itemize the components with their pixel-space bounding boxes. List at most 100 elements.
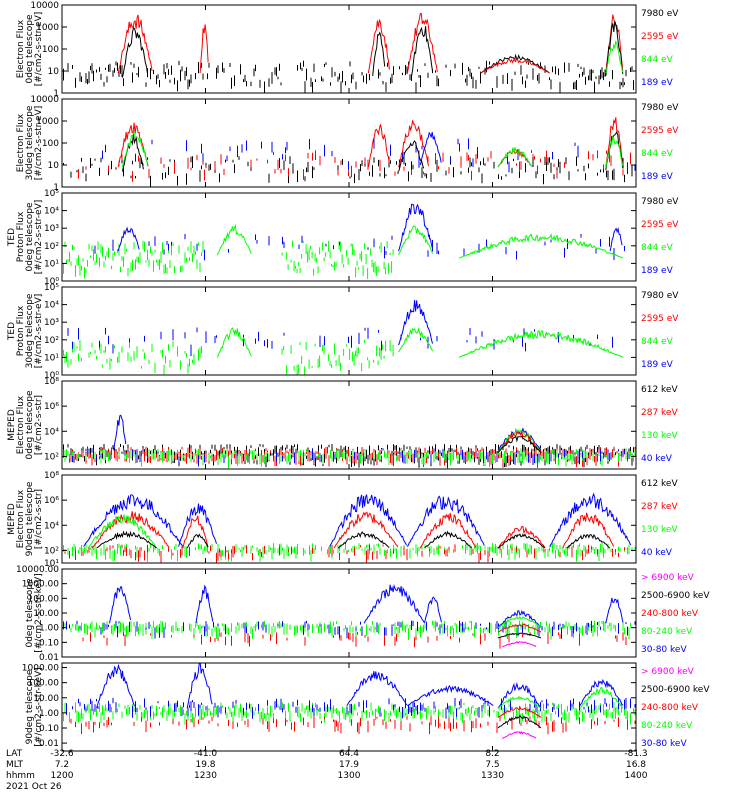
y-tick-label: 10² (44, 546, 59, 556)
legend-entry: 612 keV (641, 479, 678, 489)
y-tick-label: 0.01 (39, 653, 59, 663)
time-axis-tick-label: -41.0 (194, 749, 218, 759)
series-burst-red (497, 525, 546, 549)
series-burst-blue (407, 684, 494, 707)
series-burst-red (480, 57, 550, 74)
plot-area-p6 (62, 492, 636, 563)
series-noise-blue (62, 137, 636, 174)
series-burst-blue (346, 671, 408, 707)
time-axis-tick-label: 1300 (338, 771, 361, 781)
time-axis-tick-label: -81.3 (624, 749, 647, 759)
series-burst-red (182, 515, 209, 549)
y-axis-label: 0deg telescope (25, 14, 35, 84)
legend-entry: > 6900 keV (641, 573, 695, 583)
series-burst-green (497, 695, 542, 709)
series-burst-green (579, 686, 624, 709)
y-tick-label: 10⁵ (44, 283, 59, 293)
legend-entry: 240-800 keV (641, 609, 699, 619)
y-axis-label: TED (7, 228, 17, 247)
y-axis-label: [#/cm2-s-str-eV] (34, 294, 44, 369)
legend-entry: 30-80 keV (641, 739, 687, 749)
time-axis-row-label: hhmm (6, 771, 35, 781)
y-axis-label: Electron Flux (16, 395, 26, 454)
series-burst-green (605, 135, 624, 168)
series-burst-green (458, 233, 624, 259)
legend-entry: 130 keV (641, 431, 678, 441)
series-burst-blue (398, 299, 434, 346)
legend-entry: 287 keV (641, 502, 678, 512)
y-axis-label: [#/cm2-s-str-eV] (34, 12, 44, 87)
legend-entry: 240-800 keV (641, 703, 699, 713)
plot-area-p2 (62, 117, 636, 187)
legend-entry: 2595 eV (641, 126, 679, 136)
series-burst-blue (419, 131, 442, 166)
legend-entry: 844 eV (641, 55, 674, 65)
time-axis-tick-label: 19.8 (195, 760, 215, 770)
series-burst-black (497, 533, 546, 549)
series-burst-black (605, 21, 624, 76)
legend-entry: 2595 eV (641, 220, 679, 230)
legend-entry: 189 eV (641, 78, 674, 88)
panel-frame (61, 568, 637, 658)
y-tick-label: 10 (48, 161, 60, 171)
series-burst-red (367, 18, 390, 74)
legend-entry: 2500-6900 keV (641, 685, 710, 695)
series-burst-black (186, 533, 209, 549)
y-axis-label: Proton Flux (16, 211, 26, 262)
y-tick-label: 10¹ (44, 259, 59, 269)
y-tick-label: 1.00 (39, 624, 59, 634)
y-tick-label: 10² (44, 336, 59, 346)
y-tick-label: 10⁴ (44, 427, 59, 437)
y-axis-label: Proton Flux (16, 305, 26, 356)
series-burst-green (216, 223, 252, 256)
y-axis-label: [#/cm2-s-str] (34, 489, 44, 549)
series-burst-blue (609, 226, 623, 252)
y-axis-label: Electron Flux (16, 113, 26, 172)
time-axis-tick-label: 7.5 (485, 760, 499, 770)
time-axis-row-label: MLT (6, 760, 24, 770)
y-tick-label: 10⁴ (44, 207, 59, 217)
panel-p4: 10⁰ 10¹ 10² 10³ 10⁴ 10⁵ TED Proton Flux 30deg te… (7, 283, 679, 381)
panel-p5: 10² 10⁴ 10⁶ 10⁸ MEPED Electron Flux 0deg teles… (7, 377, 678, 470)
panel-p1: 1 10 100 1000 10000 Electron Flux 0deg telesco… (16, 1, 679, 99)
series-burst-black (480, 53, 550, 74)
y-axis-label: 0deg telescope (25, 390, 35, 460)
legend-entry: 80-240 keV (641, 627, 693, 637)
y-tick-label: 10⁶ (44, 496, 59, 506)
series-burst-black (566, 533, 611, 549)
y-axis-label: Electron Flux (16, 489, 26, 548)
series-burst-red (398, 120, 430, 168)
series-burst-blue (195, 584, 214, 624)
series-burst-red (117, 122, 149, 168)
y-axis-label: [#/cm2-s-str] (34, 395, 44, 455)
y-axis-label: MEPED (7, 503, 17, 535)
series-burst-green (497, 428, 542, 453)
y-axis-label: [#/cm2-s-str-keV] (34, 667, 44, 746)
y-tick-label: 10000 (30, 1, 59, 11)
y-tick-label: 10¹ (44, 559, 59, 569)
time-axis-tick-label: 1200 (51, 771, 74, 781)
series-burst-blue (424, 596, 442, 624)
series-noise-red (70, 716, 636, 735)
y-tick-label: 100.00 (28, 679, 60, 689)
y-tick-label: 10¹ (44, 353, 59, 363)
series-burst-green (398, 326, 434, 353)
series-burst-green (216, 327, 252, 358)
series-burst-magenta (502, 640, 537, 648)
series-noise-green (62, 240, 204, 279)
y-tick-label: 10⁸ (44, 377, 59, 387)
y-tick-label: 100 (42, 139, 59, 149)
time-axis-tick-label: 1400 (625, 771, 648, 781)
series-burst-blue (406, 495, 485, 547)
legend-entry: 7980 eV (641, 291, 679, 301)
y-tick-label: 10⁵ (44, 189, 59, 199)
series-burst-black (424, 530, 472, 549)
time-axis-tick-label: 1230 (194, 771, 217, 781)
y-axis-label: TED (7, 322, 17, 341)
series-burst-black (497, 435, 542, 453)
series-noise-green (62, 340, 202, 375)
series-burst-red (497, 623, 542, 633)
y-tick-label: 10⁸ (44, 471, 59, 481)
series-burst-red (91, 511, 170, 549)
panel-frame (61, 662, 637, 752)
